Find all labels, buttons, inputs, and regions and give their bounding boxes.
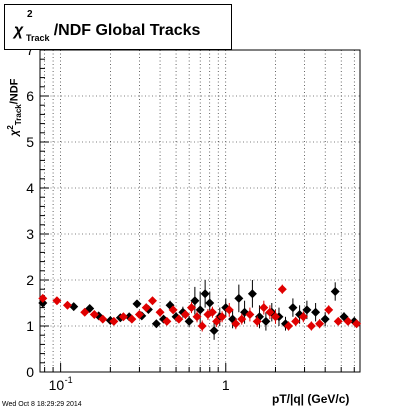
data-point	[207, 307, 217, 317]
data-point	[224, 305, 234, 315]
y-tick-label: 0	[26, 364, 34, 380]
y-tick-label: 6	[26, 88, 34, 104]
data-point	[147, 296, 157, 306]
y-tick-label: 7	[26, 42, 34, 58]
data-point	[52, 296, 62, 306]
data-point	[302, 305, 312, 315]
data-point	[298, 312, 308, 322]
data-point	[186, 303, 196, 313]
data-point	[69, 302, 79, 312]
data-point	[192, 312, 202, 322]
data-point	[162, 316, 172, 326]
y-axis-title-sup: 2	[6, 125, 15, 130]
x-tick-label-exponent: -1	[65, 375, 73, 385]
data-point	[155, 307, 165, 317]
data-point	[195, 305, 205, 315]
data-point	[118, 312, 128, 322]
data-point	[109, 316, 119, 326]
data-point	[200, 289, 210, 299]
chart-title-text: /NDF Global Tracks	[53, 22, 201, 39]
data-point	[80, 307, 90, 317]
data-point	[259, 303, 269, 313]
chart-title-chi: χ	[14, 22, 24, 39]
data-point	[330, 287, 340, 296]
data-point	[320, 314, 330, 324]
y-axis-title-text: /NDF	[8, 78, 21, 105]
y-axis-title-chi: χ	[8, 129, 21, 136]
data-point	[212, 316, 222, 326]
data-point	[261, 316, 271, 326]
data-point	[324, 305, 334, 315]
data-point	[234, 293, 244, 303]
data-point	[245, 310, 255, 319]
data-point	[151, 319, 161, 329]
data-point	[252, 316, 262, 326]
data-point	[291, 316, 301, 326]
data-point	[265, 307, 275, 317]
data-point	[38, 293, 48, 303]
y-tick-label: 3	[26, 226, 34, 242]
data-point	[127, 314, 137, 324]
data-point	[132, 299, 142, 309]
data-point	[306, 321, 316, 331]
y-tick-label: 2	[26, 272, 34, 288]
data-point	[217, 312, 227, 322]
data-point	[98, 314, 108, 324]
data-point	[184, 316, 194, 326]
y-axis-title: χ2Track/NDF	[6, 79, 23, 136]
y-tick-label: 4	[26, 180, 34, 196]
data-point	[247, 289, 257, 299]
x-tick-label: 10	[49, 377, 65, 393]
data-point	[209, 326, 219, 336]
data-point	[197, 321, 207, 331]
data-point	[205, 298, 215, 308]
data-point	[311, 307, 321, 317]
data-point	[352, 319, 362, 329]
x-axis-title: pT/|q| (GeV/c)	[272, 392, 350, 406]
data-point	[237, 314, 247, 324]
data-point	[343, 316, 353, 326]
data-point	[174, 314, 184, 324]
chart-title-sub: Track	[26, 33, 50, 43]
data-point	[190, 296, 200, 306]
data-point	[231, 319, 241, 329]
data-point	[168, 305, 178, 315]
y-tick-label: 1	[26, 318, 34, 334]
data-point	[277, 284, 287, 294]
chart-title-box: χ 2 Track /NDF Global Tracks	[4, 4, 232, 50]
data-point	[62, 300, 72, 310]
y-tick-label: 5	[26, 134, 34, 150]
chart-title-sup: 2	[27, 9, 33, 20]
y-axis-title-sub: Track	[13, 104, 23, 126]
x-tick-label: 1	[222, 377, 230, 393]
data-point	[134, 310, 144, 319]
data-point	[270, 312, 280, 322]
chart-title: χ 2 Track /NDF Global Tracks	[14, 9, 201, 43]
data-point	[288, 303, 298, 313]
data-point	[180, 310, 190, 319]
data-point	[38, 298, 48, 308]
data-point	[284, 321, 294, 331]
data-point	[89, 310, 99, 319]
data-point	[333, 316, 343, 326]
data-point	[315, 319, 325, 329]
timestamp: Wed Oct 8 18:29:29 2014	[2, 401, 82, 408]
data-point	[141, 303, 151, 313]
